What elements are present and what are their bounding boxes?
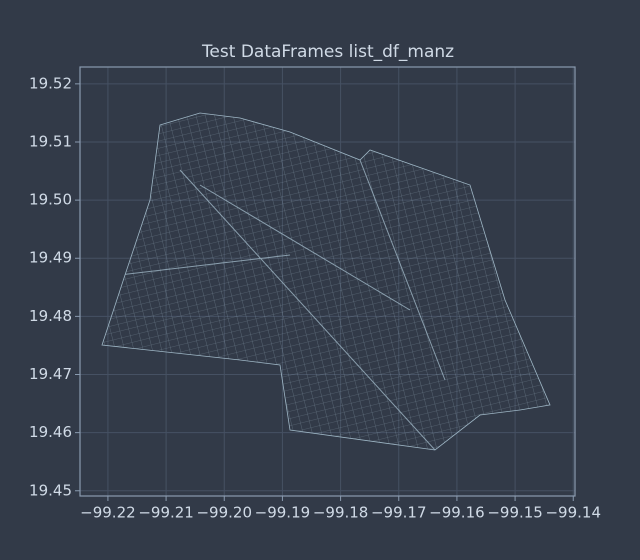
y-tick-label: 19.49 <box>29 249 72 267</box>
avenue <box>199 184 411 311</box>
y-tick-label: 19.45 <box>29 481 72 499</box>
chart-title: Test DataFrames list_df_manz <box>201 42 454 62</box>
y-tick-label: 19.47 <box>29 365 72 383</box>
y-tick-label: 19.50 <box>29 191 72 209</box>
avenue <box>119 254 291 276</box>
x-tick-label: −99.16 <box>429 504 485 522</box>
avenue <box>359 159 446 381</box>
x-tick-label: −99.22 <box>80 504 136 522</box>
y-tick-label: 19.52 <box>29 74 72 92</box>
x-tick-label: −99.18 <box>313 504 369 522</box>
x-tick-label: −99.14 <box>545 504 601 522</box>
x-tick-label: −99.20 <box>196 504 252 522</box>
x-tick-label: −99.19 <box>255 504 311 522</box>
y-tick-label: 19.48 <box>29 307 72 325</box>
map-region <box>101 112 551 451</box>
x-tick-label: −99.21 <box>138 504 194 522</box>
x-tick-label: −99.17 <box>371 504 427 522</box>
y-tick-label: 19.46 <box>29 423 72 441</box>
y-tick-label: 19.51 <box>29 132 72 150</box>
axes-frame <box>79 66 576 497</box>
x-tick-label: −99.15 <box>487 504 543 522</box>
region-outline <box>101 112 551 451</box>
avenue <box>179 169 436 450</box>
